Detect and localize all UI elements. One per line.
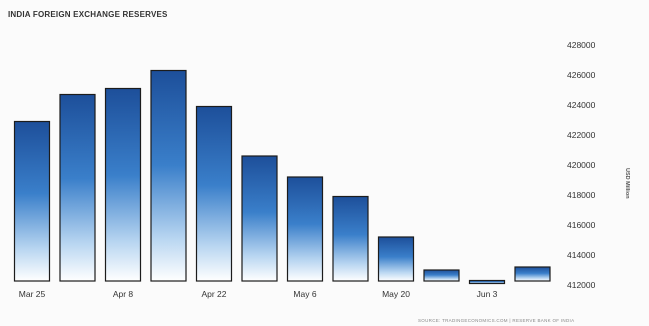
y-tick-label: 414000 — [567, 250, 596, 260]
bar-may-27 — [423, 269, 460, 282]
chart-source-note: SOURCE: TRADINGECONOMICS.COM | RESERVE B… — [418, 318, 575, 323]
y-axis-tick-labels: 412000 414000 416000 418000 420000 422000 4240… — [567, 40, 596, 290]
x-tick-label: Apr 22 — [201, 289, 226, 299]
bar-may-13 — [332, 195, 369, 282]
chart-title: INDIA FOREIGN EXCHANGE RESERVES — [8, 10, 168, 19]
y-axis-unit-label: USD Million — [624, 168, 630, 199]
bar-may-20 — [377, 236, 415, 282]
y-tick-label: 420000 — [567, 160, 596, 170]
y-tick-label: 416000 — [567, 220, 596, 230]
bar-apr-1 — [59, 93, 96, 282]
bar-apr-29 — [241, 155, 278, 282]
x-tick-label: May 20 — [382, 289, 410, 299]
x-tick-label: Apr 8 — [113, 289, 134, 299]
y-tick-label: 418000 — [567, 190, 596, 200]
bar-apr-22 — [195, 105, 233, 282]
y-tick-label: 428000 — [567, 40, 596, 50]
bar-apr-8 — [104, 87, 142, 282]
x-tick-label: May 6 — [293, 289, 316, 299]
bar-jun-3 — [468, 279, 506, 285]
y-tick-label: 422000 — [567, 130, 596, 140]
x-axis-tick-labels: Mar 25 Apr 8 Apr 22 May 6 May 20 Jun 3 — [19, 289, 498, 299]
bar-may-6 — [286, 176, 324, 282]
x-tick-label: Jun 3 — [477, 289, 498, 299]
y-tick-label: 412000 — [567, 280, 596, 290]
bar-mar-25 — [13, 120, 51, 282]
y-tick-label: 426000 — [567, 70, 596, 80]
y-tick-label: 424000 — [567, 100, 596, 110]
bars-group — [13, 69, 551, 285]
bar-jun-10 — [514, 266, 551, 282]
x-tick-label: Mar 25 — [19, 289, 46, 299]
bar-apr-15 — [150, 69, 187, 282]
